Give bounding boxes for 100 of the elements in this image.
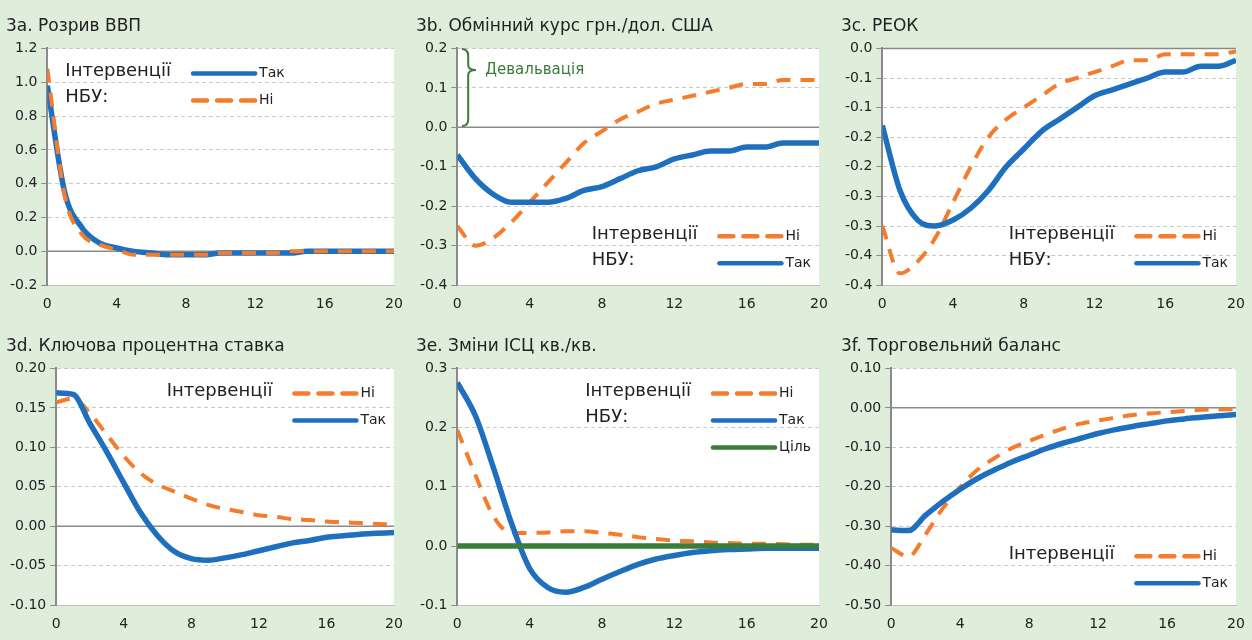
chart-title: 3f. Торговельний баланс xyxy=(841,334,1061,355)
legend-label: Так xyxy=(1201,573,1229,590)
chart-title: 3e. Зміни ІСЦ кв./кв. xyxy=(416,334,597,355)
y-tick-label: -0.05 xyxy=(9,556,47,573)
y-tick-label: -0.2 xyxy=(844,157,873,174)
x-tick-label: 20 xyxy=(810,295,828,312)
x-tick-label: 8 xyxy=(1024,615,1034,632)
legend-label: Так xyxy=(1201,253,1229,270)
x-tick-label: 16 xyxy=(317,615,336,632)
y-tick-label: 0.8 xyxy=(15,106,38,123)
legend-title: Інтервенції НБУ: xyxy=(65,59,173,107)
legend-label: Так xyxy=(258,64,285,81)
x-tick-label: 20 xyxy=(385,615,403,632)
y-tick-label: -0.40 xyxy=(844,556,882,573)
y-tick-label: 0.0 xyxy=(15,242,38,259)
y-tick-label: -0.4 xyxy=(844,275,873,292)
y-tick-label: 0.1 xyxy=(425,477,448,494)
y-tick-label: 0.0 xyxy=(425,117,448,134)
x-tick-label: 12 xyxy=(246,295,265,312)
legend-label: Так xyxy=(784,253,812,270)
x-tick-label: 4 xyxy=(955,615,965,632)
legend-title: Інтервенції xyxy=(166,379,274,401)
y-tick-label: -0.4 xyxy=(844,246,873,263)
y-tick-label: -0.2 xyxy=(419,196,448,213)
y-tick-label: -0.3 xyxy=(419,236,448,253)
y-tick-label: 0.00 xyxy=(850,398,882,415)
x-tick-label: 4 xyxy=(525,615,535,632)
y-tick-label: -0.3 xyxy=(844,187,873,204)
x-tick-label: 12 xyxy=(1089,615,1107,632)
y-tick-label: -0.1 xyxy=(844,98,873,115)
legend-label: Ні xyxy=(259,91,274,108)
legend-title: Інтервенції НБУ: xyxy=(1008,221,1116,269)
y-tick-label: -0.10 xyxy=(9,595,47,612)
y-tick-label: -0.1 xyxy=(419,595,448,612)
legend-label: Ні xyxy=(785,226,800,243)
x-tick-label: 20 xyxy=(810,615,828,632)
y-tick-label: -0.4 xyxy=(419,275,448,292)
x-tick-label: 4 xyxy=(112,295,122,312)
x-tick-label: 16 xyxy=(1158,615,1177,632)
annotation: Девальвація xyxy=(485,60,585,79)
y-tick-label: 0.4 xyxy=(15,174,38,191)
y-tick-label: 0.0 xyxy=(850,39,873,56)
x-tick-label: 0 xyxy=(452,615,462,632)
x-tick-label: 4 xyxy=(525,295,535,312)
x-tick-label: 0 xyxy=(42,295,52,312)
y-tick-label: -0.30 xyxy=(844,516,882,533)
x-tick-label: 20 xyxy=(1227,615,1245,632)
y-tick-label: 0.6 xyxy=(15,140,38,157)
y-tick-label: 0.2 xyxy=(15,208,38,225)
x-tick-label: 8 xyxy=(181,295,191,312)
legend-label: Ні xyxy=(779,384,794,401)
y-tick-label: -0.2 xyxy=(9,275,38,292)
y-tick-label: 0.20 xyxy=(15,359,47,376)
x-tick-label: 12 xyxy=(1085,295,1104,312)
legend-label: Ні xyxy=(1202,226,1217,243)
legend-label: Так xyxy=(359,411,387,428)
y-tick-label: -0.50 xyxy=(844,595,882,612)
chart-title: 3a. Розрив ВВП xyxy=(6,14,142,35)
y-tick-label: -0.2 xyxy=(844,127,873,144)
x-tick-label: 16 xyxy=(1156,295,1175,312)
legend-label: Ні xyxy=(360,384,375,401)
chart-title: 3c. РЕОК xyxy=(841,14,919,35)
legend-label: Ціль xyxy=(779,438,812,455)
y-tick-label: 0.10 xyxy=(15,437,47,454)
x-tick-label: 16 xyxy=(737,295,756,312)
y-tick-label: 0.2 xyxy=(425,39,448,56)
y-tick-label: -0.1 xyxy=(844,68,873,85)
y-tick-label: 0.0 xyxy=(425,536,448,553)
chart-title: 3b. Обмінний курс грн./дол. США xyxy=(416,14,714,35)
x-tick-label: 8 xyxy=(597,295,607,312)
legend-title: Інтервенції xyxy=(1008,541,1116,563)
legend-label: Так xyxy=(778,411,805,428)
y-tick-label: 0.15 xyxy=(15,398,47,415)
legend-title: Інтервенції НБУ: xyxy=(585,379,693,427)
x-tick-label: 0 xyxy=(51,615,61,632)
y-tick-label: -0.1 xyxy=(419,157,448,174)
y-tick-label: 0.1 xyxy=(425,78,448,95)
y-tick-label: 0.00 xyxy=(15,516,47,533)
y-tick-label: 0.3 xyxy=(425,359,448,376)
x-tick-label: 12 xyxy=(665,295,684,312)
y-tick-label: -0.3 xyxy=(844,216,873,233)
x-tick-label: 4 xyxy=(119,615,129,632)
legend-title: Інтервенції НБУ: xyxy=(591,221,699,269)
chart-title: 3d. Ключова процентна ставка xyxy=(6,334,285,355)
x-tick-label: 4 xyxy=(948,295,958,312)
x-tick-label: 12 xyxy=(249,615,268,632)
x-tick-label: 0 xyxy=(877,295,887,312)
legend-label: Ні xyxy=(1202,546,1217,563)
x-tick-label: 8 xyxy=(597,615,607,632)
x-tick-label: 12 xyxy=(665,615,684,632)
x-tick-label: 16 xyxy=(315,295,334,312)
x-tick-label: 8 xyxy=(186,615,196,632)
y-tick-label: -0.10 xyxy=(844,437,882,454)
x-tick-label: 8 xyxy=(1019,295,1029,312)
y-tick-label: 0.10 xyxy=(850,359,882,376)
x-tick-label: 0 xyxy=(452,295,462,312)
y-tick-label: 1.0 xyxy=(15,72,38,89)
y-tick-label: 0.05 xyxy=(15,477,47,494)
x-tick-label: 16 xyxy=(737,615,756,632)
y-tick-label: 0.2 xyxy=(425,418,448,435)
